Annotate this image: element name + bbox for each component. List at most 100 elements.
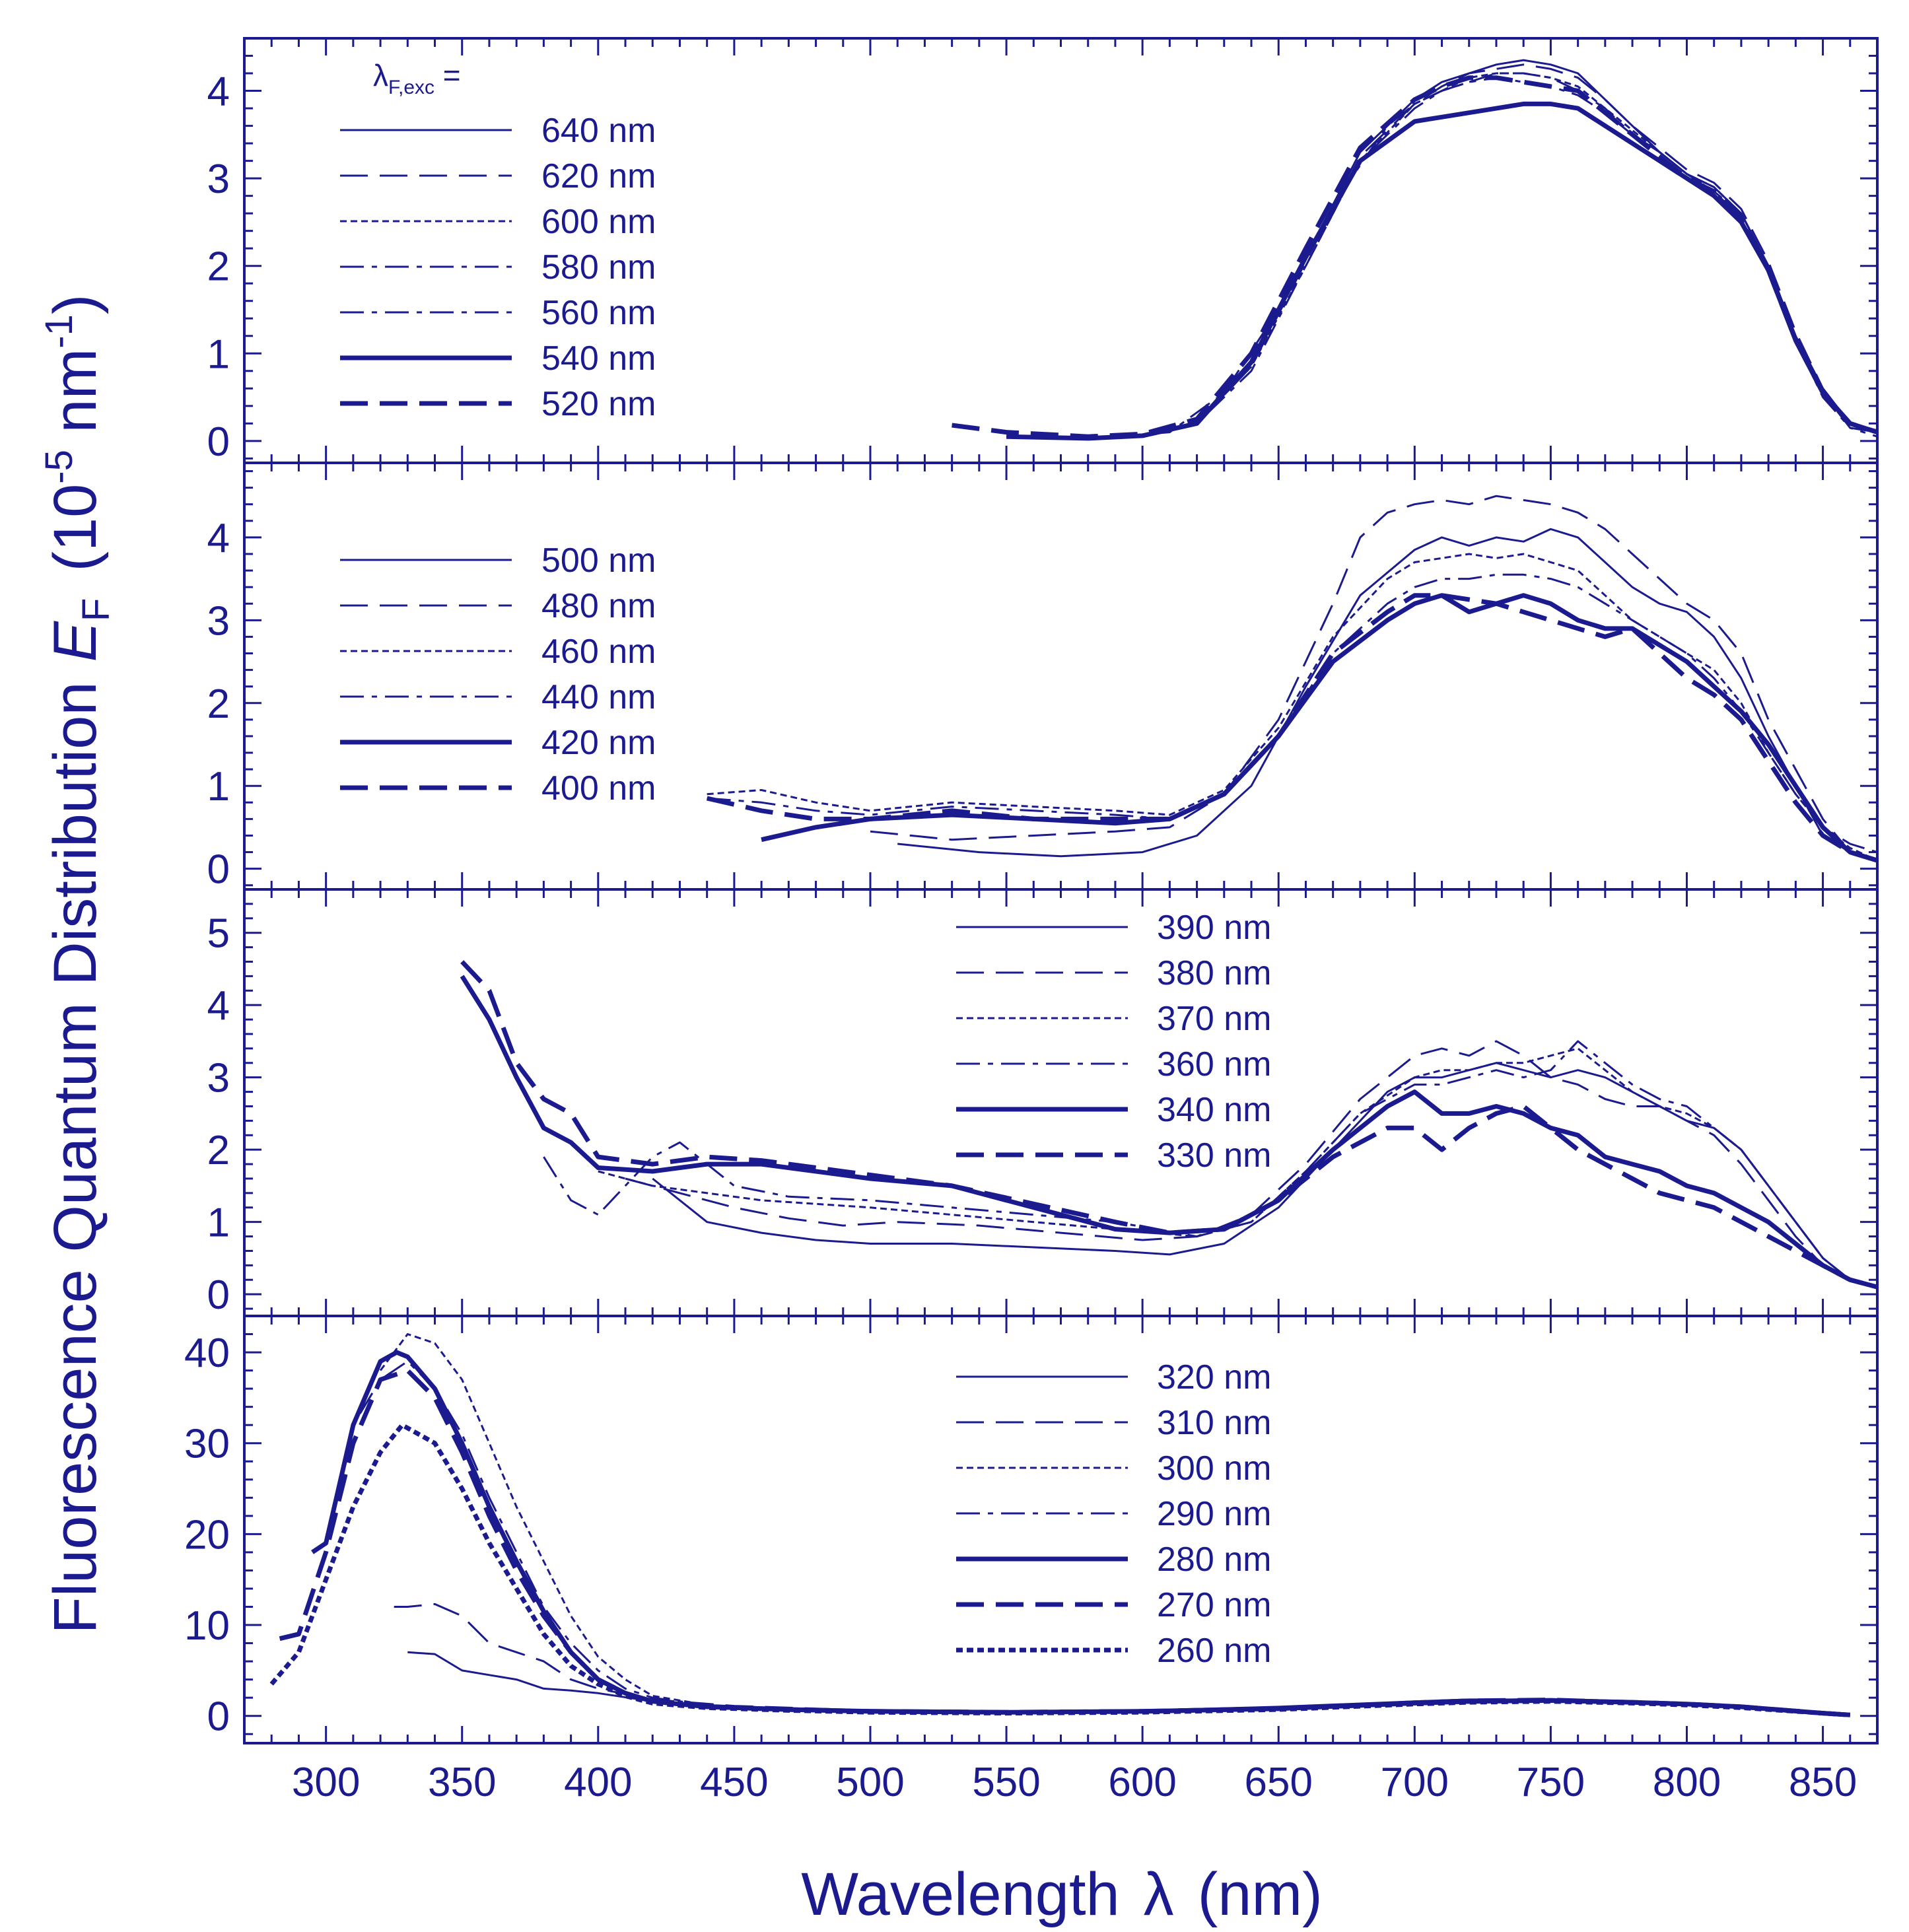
- x-tick-label: 400: [564, 1760, 632, 1805]
- y-tick-label: 5: [207, 911, 230, 957]
- series-line-290-nm: [325, 1360, 1850, 1716]
- x-axis-label: Wavelength λ (nm): [801, 1861, 1323, 1928]
- y-tick-label: 40: [184, 1330, 230, 1376]
- series-line-560-nm: [1060, 72, 1877, 439]
- x-tick-label: 650: [1245, 1760, 1313, 1805]
- y-axis-label-unit-open: (10: [42, 484, 109, 572]
- legend-label: 620 nm: [541, 157, 656, 195]
- legend-label: 500 nm: [541, 541, 656, 580]
- series-line-340-nm: [460, 975, 1877, 1290]
- y-tick-label: 1: [207, 331, 230, 377]
- legend-title-eq: =: [434, 58, 461, 92]
- y-tick-label: 4: [207, 69, 230, 115]
- series-line-420-nm: [761, 593, 1877, 863]
- panel-frame-1: [243, 37, 1879, 464]
- x-tick-label: 350: [428, 1760, 496, 1805]
- series-line-330-nm: [460, 960, 1877, 1290]
- y-tick-label: 20: [184, 1512, 230, 1558]
- axis-ticks: [244, 37, 1879, 1743]
- legend-title-symbol: λ: [373, 58, 388, 92]
- y-tick-label: 0: [207, 419, 230, 465]
- x-tick-label: 450: [700, 1760, 768, 1805]
- series-layer: [269, 59, 1877, 1717]
- series-line-370-nm: [598, 1047, 1877, 1288]
- legend-label: 280 nm: [1157, 1540, 1271, 1579]
- series-line-480-nm: [870, 495, 1877, 862]
- y-tick-label: 2: [207, 1128, 230, 1173]
- x-tick-label: 800: [1653, 1760, 1721, 1805]
- series-line-400-nm: [706, 593, 1877, 863]
- legend-label: 460 nm: [541, 633, 656, 671]
- x-tick-label: 750: [1517, 1760, 1585, 1805]
- series-line-620-nm: [1006, 63, 1877, 440]
- legend-label: 540 nm: [541, 339, 656, 378]
- series-line-310-nm: [394, 1603, 1850, 1716]
- y-tick-label: 1: [207, 1200, 230, 1246]
- x-axis-label-unit: (nm): [1198, 1861, 1323, 1928]
- y-axis-label-symbol-sub: F: [75, 598, 118, 621]
- y-tick-label: 3: [207, 156, 230, 202]
- legend-label: 440 nm: [541, 678, 656, 716]
- y-axis-label-unit-close: ): [42, 294, 109, 315]
- y-tick-label: 0: [207, 1272, 230, 1318]
- legend-label: 290 nm: [1157, 1495, 1271, 1533]
- y-tick-label: 10: [184, 1603, 230, 1649]
- series-line-600-nm: [1006, 72, 1877, 440]
- series-line-580-nm: [1033, 77, 1877, 440]
- legend-label: 270 nm: [1157, 1586, 1271, 1624]
- y-axis-label-unit-exp2: -1: [38, 314, 81, 349]
- legend-title-sub: F,exc: [388, 77, 434, 98]
- panel-frame-2: [243, 462, 1879, 891]
- series-line-520-nm: [952, 75, 1877, 439]
- legend-label: 360 nm: [1157, 1045, 1271, 1084]
- series-line-380-nm: [625, 1040, 1877, 1288]
- x-axis-label-text: Wavelength: [801, 1861, 1119, 1928]
- x-tick-label: 550: [972, 1760, 1040, 1805]
- legend-label: 600 nm: [541, 203, 656, 241]
- legend-label: 480 nm: [541, 587, 656, 625]
- legend-label: 330 nm: [1157, 1136, 1271, 1175]
- series-line-260-nm: [269, 1422, 1851, 1717]
- legend-label: 580 nm: [541, 248, 656, 287]
- legend-label: 390 nm: [1157, 909, 1271, 947]
- legend-label: 560 nm: [541, 294, 656, 332]
- legend-label: 320 nm: [1157, 1358, 1271, 1397]
- x-tick-label: 500: [836, 1760, 904, 1805]
- y-tick-label: 30: [184, 1422, 230, 1467]
- y-tick-label: 4: [207, 983, 230, 1029]
- legend-label: 380 nm: [1157, 954, 1271, 992]
- legend-label: 370 nm: [1157, 1000, 1271, 1038]
- panel-frame-4: [243, 1315, 1879, 1744]
- x-tick-label: 600: [1108, 1760, 1176, 1805]
- series-line-320-nm: [407, 1651, 1850, 1716]
- y-axis-label-symbol: E: [42, 620, 109, 662]
- legend-title: λF,exc =: [373, 58, 461, 98]
- y-tick-label: 4: [207, 516, 230, 561]
- y-axis-label: Fluorescence Quantum Distribution EF (10-5…: [38, 294, 118, 1634]
- legend-label: 340 nm: [1157, 1091, 1271, 1129]
- y-tick-label: 0: [207, 1694, 230, 1740]
- y-tick-label: 3: [207, 598, 230, 644]
- y-axis-label-main: Fluorescence Quantum Distribution: [42, 681, 109, 1634]
- y-tick-label: 1: [207, 764, 230, 810]
- legend-label: 420 nm: [541, 724, 656, 762]
- series-line-500-nm: [897, 528, 1877, 862]
- legend-label: 300 nm: [1157, 1449, 1271, 1488]
- legend-label: 260 nm: [1157, 1632, 1271, 1670]
- y-tick-label: 2: [207, 681, 230, 727]
- x-tick-label: 700: [1381, 1760, 1449, 1805]
- y-axis-label-unit-mid: nm: [42, 349, 109, 450]
- x-tick-label: 300: [292, 1760, 360, 1805]
- x-tick-label: 850: [1789, 1760, 1857, 1805]
- legend-label: 520 nm: [541, 385, 656, 423]
- y-tick-label: 0: [207, 847, 230, 893]
- legend-label: 310 nm: [1157, 1404, 1271, 1442]
- legend-label: 640 nm: [541, 112, 656, 150]
- legend-layer: 640 nm 620 nm 600 nm 580 nm 560 nm 540 nm 520 …: [340, 112, 1271, 1670]
- series-line-540-nm: [1006, 101, 1877, 441]
- y-tick-label: 2: [207, 244, 230, 290]
- y-tick-label: 3: [207, 1056, 230, 1101]
- y-axis-label-unit-exp1: -5: [38, 450, 81, 484]
